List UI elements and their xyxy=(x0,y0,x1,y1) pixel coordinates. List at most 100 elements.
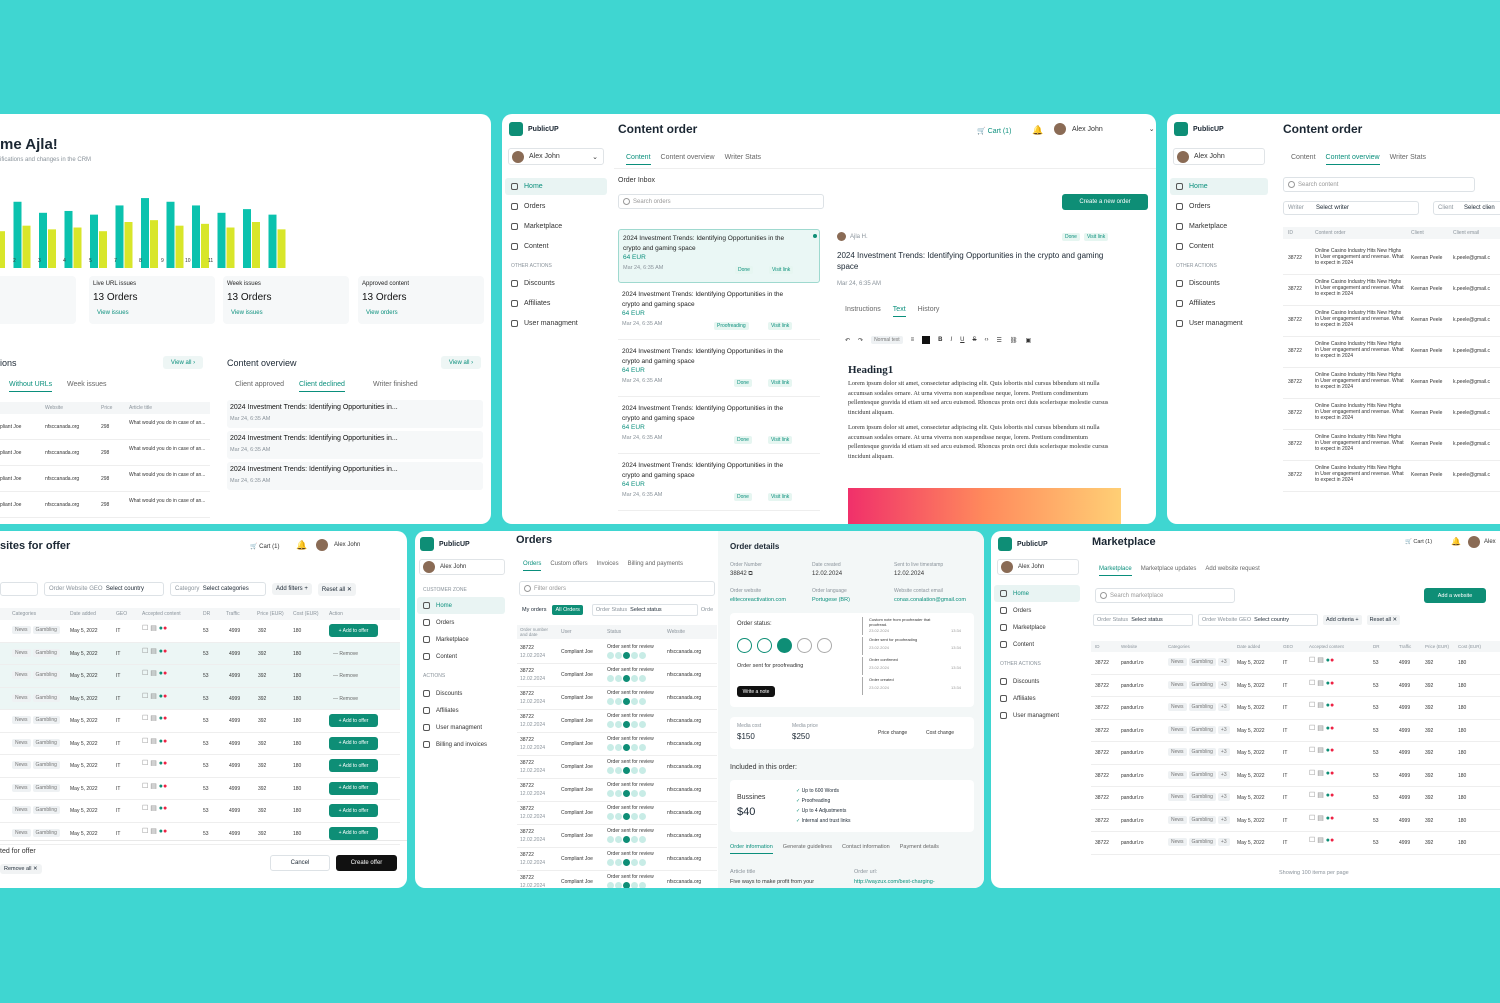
row-website[interactable]: pandurl.ro xyxy=(1121,705,1144,711)
table-row[interactable]: 38722 12.02.2024 Compliant Joe Order sent f… xyxy=(517,687,717,710)
sidebar-item-affiliates[interactable]: Affiliates xyxy=(1170,295,1268,312)
sidebar-item-affiliates[interactable]: Affiliates xyxy=(417,702,505,719)
category-more-chip[interactable]: +3 xyxy=(1217,770,1230,779)
overview-item[interactable]: 2024 Investment Trends: Identifying Oppo… xyxy=(227,431,483,459)
category-more-chip[interactable]: +3 xyxy=(1217,815,1230,824)
remove-button[interactable]: — Remove xyxy=(333,695,359,702)
table-row[interactable]: 38722 Online Casino Industry Hits New Hig… xyxy=(1283,368,1500,399)
sidebar-item-content[interactable]: Content xyxy=(1170,238,1268,255)
row-website[interactable]: pandurl.ro xyxy=(1121,682,1144,689)
strike-icon[interactable]: S xyxy=(972,337,977,343)
bell-icon[interactable]: 🔔 xyxy=(1451,537,1461,546)
table-row[interactable]: 38722 12.02.2024 Compliant Joe Order sent f… xyxy=(517,733,717,756)
table-row[interactable]: 38722 Online Casino Industry Hits New Hig… xyxy=(1283,461,1500,492)
stat-card[interactable]: Live URL issues 13 Orders View issues xyxy=(89,276,215,324)
add-filters-button[interactable]: Add filters + xyxy=(272,583,312,595)
sidebar-item-discounts[interactable]: Discounts xyxy=(417,685,505,702)
row-website[interactable]: pandurl.ro xyxy=(1121,795,1144,801)
list-icon[interactable]: ☰ xyxy=(996,337,1002,344)
table-row[interactable]: 38722 12.02.2024 Compliant Joe Order sent f… xyxy=(517,664,717,687)
visit-link[interactable]: Visit link xyxy=(768,436,793,444)
table-row[interactable]: News Gambling May 5, 2022 IT ☐ ▤ ●● 53 4999 392… xyxy=(0,620,400,643)
link-icon[interactable]: ⛓ xyxy=(1009,337,1018,344)
order-card[interactable]: 2024 Investment Trends: Identifying Oppo… xyxy=(618,229,820,283)
tab-without-urls[interactable]: Without URLs xyxy=(9,381,53,392)
table-row[interactable]: 38722 pandurl.ro News Gambling +3 May 5, 2022… xyxy=(1091,765,1500,787)
add-criteria-button[interactable]: Add criteria + xyxy=(1323,615,1362,625)
add-to-offer-button[interactable]: + Add to offer xyxy=(329,826,378,840)
user-switcher[interactable]: Alex John xyxy=(419,559,505,575)
table-row[interactable]: 38722 Online Casino Industry Hits New Hig… xyxy=(1283,430,1500,461)
table-row[interactable]: pliant Joe nfsccanada.org 298 What would yo… xyxy=(0,466,210,492)
sidebar-item-home[interactable]: Home xyxy=(994,585,1080,602)
sidebar-item-orders[interactable]: Orders xyxy=(994,602,1080,619)
table-row[interactable]: 38722 pandurl.ro News Gambling +3 May 5, 2022… xyxy=(1091,810,1500,832)
search-marketplace-input[interactable]: Search marketplace xyxy=(1095,588,1235,603)
geo-filter[interactable]: Order Website GEO Select country xyxy=(1198,614,1318,626)
stat-card[interactable]: Week issues 13 Orders View issues xyxy=(223,276,349,324)
table-row[interactable]: 38722 12.02.2024 Compliant Joe Order sent f… xyxy=(517,641,717,664)
tab-client-approved[interactable]: Client approved xyxy=(235,381,285,388)
table-row[interactable]: 38722 12.02.2024 Compliant Joe Order sent f… xyxy=(517,871,717,888)
row-website[interactable]: nfsccanada.org xyxy=(667,695,702,701)
category-more-chip[interactable]: +3 xyxy=(1217,725,1230,734)
table-row[interactable]: 38722 pandurl.ro News Gambling +3 May 5, 2022… xyxy=(1091,742,1500,765)
add-to-offer-button[interactable]: + Add to offer xyxy=(329,624,378,637)
row-website[interactable]: nfsccanada.org xyxy=(667,718,702,724)
color-icon[interactable] xyxy=(922,336,931,344)
sidebar-item-marketplace[interactable]: Marketplace xyxy=(505,218,607,235)
row-website[interactable]: nfsccanada.org xyxy=(45,476,80,482)
sidebar-item-marketplace[interactable]: Marketplace xyxy=(994,619,1080,636)
tab-content[interactable]: Content xyxy=(1291,154,1316,161)
row-website[interactable]: pandurl.ro xyxy=(1121,727,1144,734)
view-all-button-2[interactable]: View all › xyxy=(441,356,481,369)
tab-writer-stats[interactable]: Writer Stats xyxy=(1389,154,1427,161)
row-website[interactable]: pandurl.ro xyxy=(1121,772,1144,779)
cart-button[interactable]: 🛒 Cart (1) xyxy=(1405,539,1433,545)
table-row[interactable]: News Gambling May 5, 2022 IT ☐ ▤ ●● 53 4999 392… xyxy=(0,755,400,778)
cart-button[interactable]: 🛒 Cart (1) xyxy=(250,544,280,550)
table-row[interactable]: 38722 12.02.2024 Compliant Joe Order sent f… xyxy=(517,710,717,733)
header-user[interactable]: Alex xyxy=(1468,536,1496,548)
sidebar-item-user-managment[interactable]: User managment xyxy=(505,315,607,332)
tab-custom-offers[interactable]: Custom offers xyxy=(550,561,588,567)
client-filter[interactable]: Client Select clien xyxy=(1433,201,1500,215)
sidebar-item-home[interactable]: Home xyxy=(505,178,607,195)
category-more-chip[interactable]: +3 xyxy=(1217,793,1230,801)
tab-writer-finished[interactable]: Writer finished xyxy=(373,381,418,388)
tab-marketplace-updates[interactable]: Marketplace updates xyxy=(1140,566,1197,572)
tab-billing[interactable]: Billing and payments xyxy=(627,561,683,567)
row-website[interactable]: pandurl.ro xyxy=(1121,660,1144,666)
table-row[interactable]: 38722 pandurl.ro News Gambling +3 May 5, 2022… xyxy=(1091,832,1500,855)
undo-icon[interactable]: ↶ xyxy=(845,337,851,344)
add-to-offer-button[interactable]: + Add to offer xyxy=(329,759,378,772)
view-all-button[interactable]: View all › xyxy=(163,356,203,369)
sidebar-item-content[interactable]: Content xyxy=(994,636,1080,653)
row-website[interactable]: nfsccanada.org xyxy=(667,764,702,770)
tab-contact-information[interactable]: Contact information xyxy=(842,844,890,850)
row-website[interactable]: pandurl.ro xyxy=(1121,750,1144,756)
order-website-link[interactable]: elitecoreactivation.com xyxy=(730,597,786,603)
user-switcher[interactable]: Alex John xyxy=(1173,148,1265,165)
row-website[interactable]: nfsccanada.org xyxy=(45,502,80,508)
geo-filter[interactable]: Order Website GEO Select country xyxy=(44,582,164,596)
row-website[interactable]: nfsccanada.org xyxy=(667,672,702,678)
sidebar-item-orders[interactable]: Orders xyxy=(417,614,505,631)
order-filter-cut[interactable]: Orde xyxy=(700,607,714,613)
all-orders-toggle[interactable]: All Orders xyxy=(552,605,583,615)
table-row[interactable]: 38722 12.02.2024 Compliant Joe Order sent f… xyxy=(517,779,717,802)
reset-button[interactable]: Reset all ✕ xyxy=(1366,615,1401,625)
tab-content-overview[interactable]: Content overview xyxy=(660,154,715,161)
table-row[interactable]: 38722 Online Casino Industry Hits New Hig… xyxy=(1283,244,1500,275)
tab-order-information[interactable]: Order information xyxy=(730,844,773,854)
sidebar-item-user-managment[interactable]: User managment xyxy=(417,719,505,736)
row-website[interactable]: nfsccanada.org xyxy=(667,856,702,862)
sidebar-item-billing-and-invoices[interactable]: Billing and invoices xyxy=(417,736,505,753)
stat-card[interactable]: rs xyxy=(0,276,76,324)
tab-payment-details[interactable]: Payment details xyxy=(899,844,939,850)
row-website[interactable]: nfsccanada.org xyxy=(667,810,702,816)
category-more-chip[interactable]: +3 xyxy=(1217,838,1230,846)
order-url-link[interactable]: http://wayzux.com/best-charging- xyxy=(854,879,935,885)
row-website[interactable]: nfsccanada.org xyxy=(667,879,702,885)
sidebar-item-content[interactable]: Content xyxy=(417,648,505,665)
